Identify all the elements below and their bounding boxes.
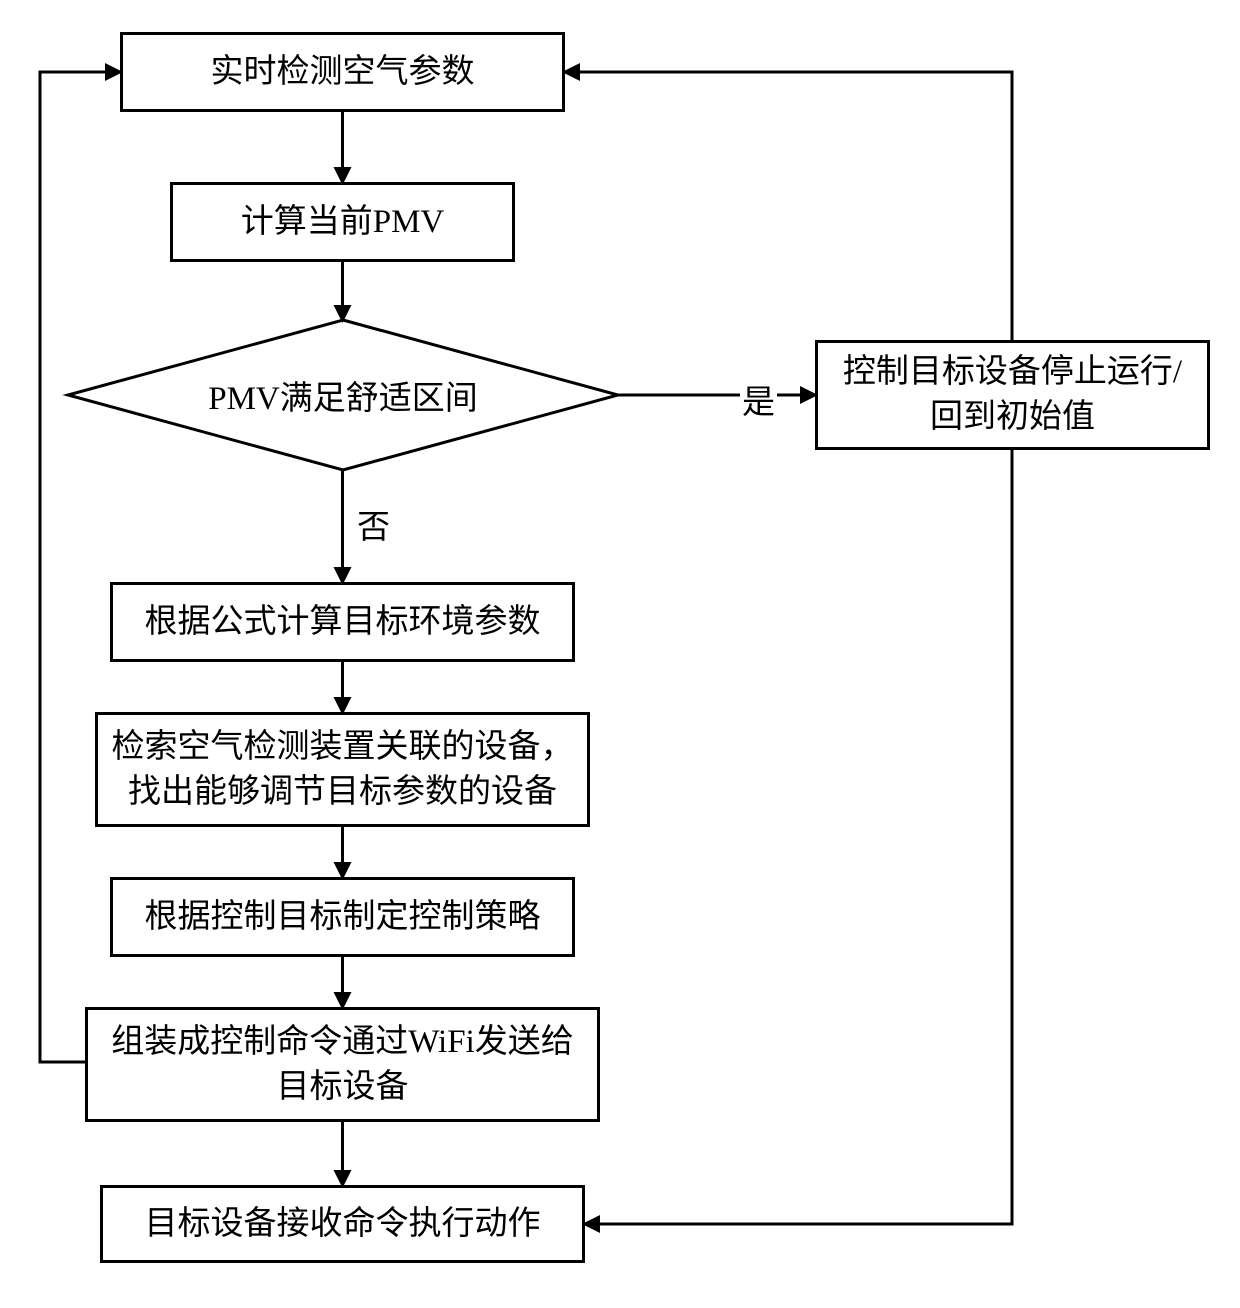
flowchart-canvas: 实时检测空气参数计算当前PMV PMV满足舒适区间 控制目标设备停止运行/回到初始值… [0, 0, 1240, 1308]
flow-node-n5: 根据公式计算目标环境参数 [110, 582, 575, 662]
flow-node-text: PMV满足舒适区间 [208, 371, 478, 419]
flow-node-text: 目标设备接收命令执行动作 [145, 1202, 541, 1247]
flow-edge-10 [40, 72, 120, 1062]
flow-node-text: 根据公式计算目标环境参数 [145, 600, 541, 645]
edge-label-text: 是 [742, 385, 775, 421]
flow-edge-8 [565, 72, 1012, 340]
flow-edge-label-2: 否 [355, 500, 392, 548]
flow-node-text: 根据控制目标制定控制策略 [145, 895, 541, 940]
flow-node-n2: 计算当前PMV [170, 182, 515, 262]
flow-node-text: 实时检测空气参数 [211, 50, 475, 95]
flow-node-n1: 实时检测空气参数 [120, 32, 565, 112]
flow-node-n7: 根据控制目标制定控制策略 [110, 877, 575, 957]
flow-edge-label-3: 是 [740, 375, 777, 423]
flow-node-n3-label: PMV满足舒适区间 [68, 320, 618, 470]
flow-node-n8: 组装成控制命令通过WiFi发送给目标设备 [85, 1007, 600, 1122]
flow-node-text: 组装成控制命令通过WiFi发送给目标设备 [111, 1020, 574, 1109]
edge-label-text: 否 [357, 510, 390, 546]
flow-node-text: 计算当前PMV [241, 200, 445, 245]
flow-edge-9 [585, 450, 1012, 1224]
flow-node-n4: 控制目标设备停止运行/回到初始值 [815, 340, 1210, 450]
flow-node-text: 控制目标设备停止运行/回到初始值 [843, 350, 1182, 439]
flow-node-n9: 目标设备接收命令执行动作 [100, 1185, 585, 1263]
flow-node-n6: 检索空气检测装置关联的设备，找出能够调节目标参数的设备 [95, 712, 590, 827]
flow-node-text: 检索空气检测装置关联的设备，找出能够调节目标参数的设备 [112, 725, 574, 814]
